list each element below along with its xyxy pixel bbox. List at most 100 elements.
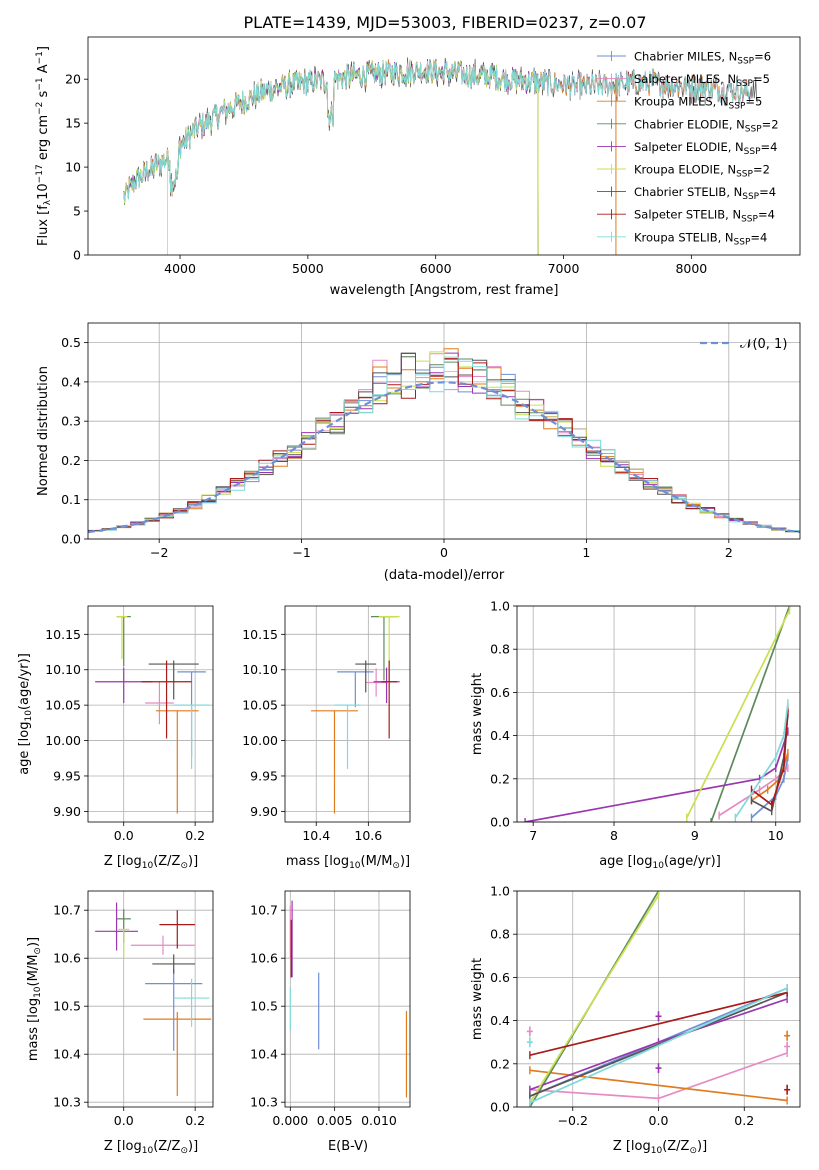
weight-line-chabrier-elodie (710, 606, 791, 822)
errorbar-chabrier-elodie (370, 616, 397, 681)
frame: 0.0 0.2 9.90 9.95 10.00 10.05 10.10 10.15 (45, 605, 214, 843)
legend-entry: Salpeter MILES, NSSP=5 (634, 72, 770, 89)
spectrum-line-chabrier-elodie (123, 58, 539, 255)
x-tick-label: 10 (768, 828, 784, 843)
y-tick-label: 0.0 (61, 532, 81, 547)
spectrum-line-salpeter-elodie (123, 59, 539, 255)
y-tick-label: 0.5 (61, 335, 81, 350)
y-axis-label: Flux [fλ10−17 erg cm−2 s−1 A−1] (35, 46, 53, 246)
frame: 4000 5000 6000 7000 8000 0 5 10 15 20 (65, 36, 801, 276)
y-tick-label: 10 (65, 160, 81, 175)
y-tick-label: 10.05 (45, 698, 81, 713)
x-axis-label: E(B-V) (328, 1139, 368, 1154)
axes-frame (87, 36, 801, 256)
errorbar-salpeter-stelib (381, 660, 397, 739)
y-tick-label: 0.4 (61, 374, 81, 389)
legend-entry: Chabrier ELODIE, NSSP=2 (634, 117, 779, 134)
plot-area (311, 616, 400, 814)
x-tick-label: 5000 (292, 261, 324, 276)
y-axis-label: mass weight (470, 673, 485, 755)
legend-entry: Salpeter STELIB, NSSP=4 (634, 208, 775, 225)
axes-weight-vs-age: 7 8 9 10 0.0 0.2 0.4 0.6 0.8 1.0 age [log10(age/yr… (470, 599, 801, 871)
weight-line-kroupa-stelib (529, 987, 788, 1104)
x-tick-label: 10.6 (354, 828, 382, 843)
y-tick-label: 10.00 (45, 733, 81, 748)
normal-curve (88, 381, 800, 534)
errorbar-chabrier-stelib (148, 660, 199, 700)
legend: 𝒩(0, 1) (700, 337, 787, 352)
weight-line-salpeter-stelib (529, 991, 788, 1057)
legend-entry: Chabrier STELIB, NSSP=4 (634, 185, 776, 202)
y-tick-label: 10.3 (53, 1095, 81, 1110)
y-tick-label: 9.95 (53, 768, 81, 783)
y-tick-label: 10.00 (242, 733, 278, 748)
x-tick-label: −2 (150, 545, 168, 560)
y-axis-label: age [log10(age/yr)] (17, 653, 34, 775)
errorbar-chabrier-elodie (116, 616, 131, 667)
y-axis-label: Normed distribution (36, 366, 51, 496)
y-tick-label: 10.6 (53, 951, 81, 966)
x-tick-label: 9 (691, 828, 699, 843)
y-tick-label: 0.4 (490, 1013, 510, 1028)
x-tick-label: 8000 (675, 261, 707, 276)
errorbar-chabrier-stelib (152, 954, 196, 974)
y-tick-label: 10.4 (250, 1047, 278, 1062)
y-tick-label: 0.1 (61, 492, 81, 507)
y-tick-label: 0.2 (61, 453, 81, 468)
x-axis-label: wavelength [Angstrom, rest frame] (330, 283, 559, 298)
errorbar-salpeter-miles (145, 681, 174, 725)
x-axis-label: age [log10(age/yr)] (599, 854, 721, 871)
plot-area (524, 606, 791, 822)
legend-entry: Chabrier MILES, NSSP=6 (634, 50, 771, 67)
errorbar-salpeter-elodie (373, 667, 400, 704)
legend-entry: Kroupa STELIB, NSSP=4 (634, 230, 767, 247)
errorbar-kroupa-miles (311, 710, 358, 814)
y-tick-label: 1.0 (490, 884, 510, 899)
axes-age-vs-mass: 10.4 10.6 9.90 9.95 10.00 10.05 10.10 10.15 mass… (242, 605, 411, 871)
errorbar-chabrier-miles (145, 969, 203, 1051)
y-tick-label: 20 (65, 72, 81, 87)
axes-spectrum: 4000 5000 6000 7000 8000 0 5 10 15 20 Chabrier MIL… (35, 36, 801, 298)
y-tick-label: 9.90 (53, 804, 81, 819)
spectrum-line-kroupa-stelib (123, 59, 750, 201)
y-tick-label: 0.3 (61, 414, 81, 429)
errorbar-chabrier-miles (337, 671, 374, 708)
x-tick-label: 0.2 (185, 1113, 205, 1128)
x-tick-label: 0.0 (649, 1113, 669, 1128)
x-tick-label: 0.0 (114, 1113, 134, 1128)
errorbar-kroupa-stelib (334, 704, 361, 769)
y-tick-label: 0.2 (490, 771, 510, 786)
x-tick-label: 0.2 (734, 1113, 754, 1128)
y-tick-label: 1.0 (490, 599, 510, 614)
plot-area (289, 900, 408, 1098)
errorbar-salpeter-miles (130, 935, 196, 955)
y-tick-label: 10.10 (45, 662, 81, 677)
y-tick-label: 0.2 (490, 1056, 510, 1071)
x-axis-label: (data-model)/error (384, 568, 505, 583)
errorbar-salpeter-miles (365, 668, 387, 697)
y-tick-label: 0.0 (490, 815, 510, 830)
frame: 0.000 0.005 0.010 10.3 10.4 10.5 10.6 10.7 (250, 890, 411, 1128)
x-tick-label: 7000 (548, 261, 580, 276)
y-tick-label: 5 (73, 204, 81, 219)
axes-frame (284, 605, 411, 823)
plot-area (526, 891, 791, 1107)
weight-line-chabrier-stelib (529, 991, 788, 1097)
x-tick-label: 6000 (420, 261, 452, 276)
errorbar-salpeter-elodie (95, 902, 138, 951)
y-tick-label: 10.3 (250, 1095, 278, 1110)
y-tick-label: 10.15 (45, 627, 81, 642)
legend-entry: Kroupa MILES, NSSP=5 (634, 95, 762, 112)
grid (88, 606, 213, 822)
spectrum-line-kroupa-elodie (123, 59, 539, 255)
grid (88, 891, 213, 1107)
y-tick-label: 0.8 (490, 927, 510, 942)
y-tick-label: 10.05 (242, 698, 278, 713)
y-tick-label: 9.90 (250, 804, 278, 819)
frame: 10.4 10.6 9.90 9.95 10.00 10.05 10.10 10.15 (242, 605, 411, 843)
axes-frame (87, 605, 214, 823)
errorbar-salpeter-stelib (159, 910, 196, 949)
frame: −0.2 0.0 0.2 0.0 0.2 0.4 0.6 0.8 1.0 (490, 884, 801, 1128)
frame: −2 −1 0 1 2 0.0 0.1 0.2 0.3 0.4 0.5 (61, 322, 801, 560)
y-tick-label: 0.0 (490, 1100, 510, 1115)
